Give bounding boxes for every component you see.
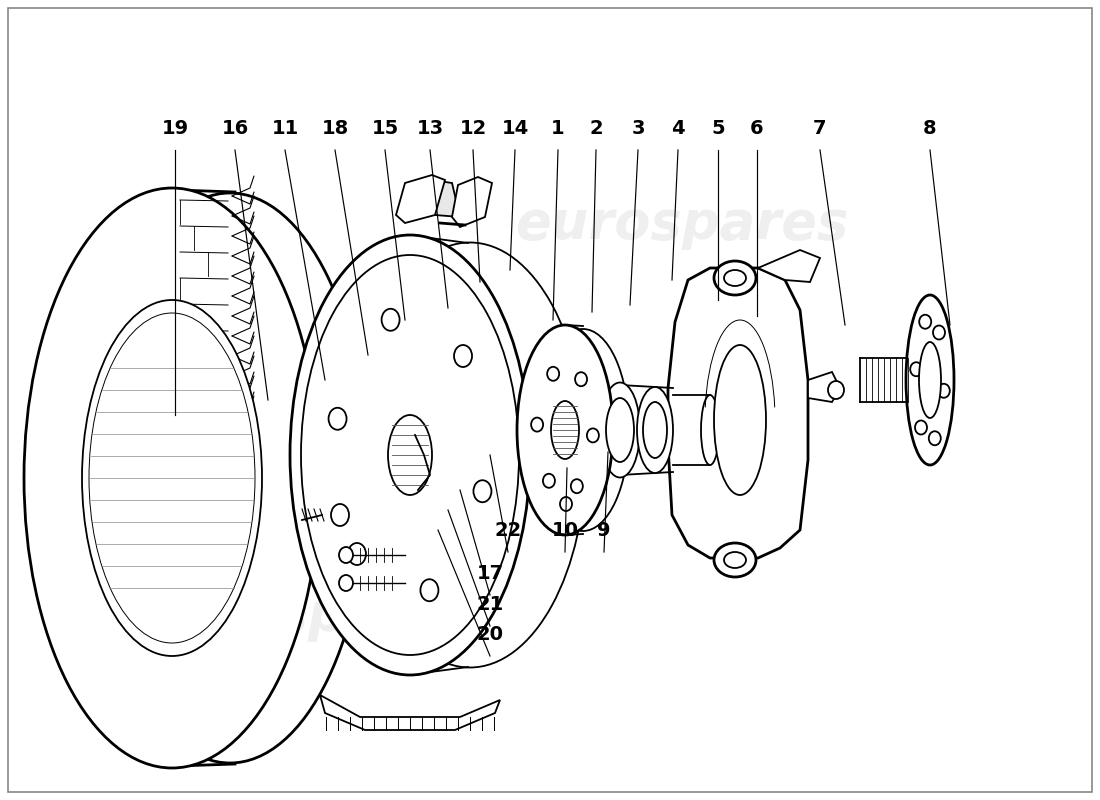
Text: 14: 14 (502, 119, 529, 138)
Ellipse shape (571, 479, 583, 493)
Ellipse shape (828, 381, 844, 399)
Ellipse shape (348, 543, 366, 565)
Ellipse shape (933, 326, 945, 339)
Text: 10: 10 (551, 521, 579, 540)
Text: 3: 3 (631, 119, 645, 138)
Ellipse shape (290, 235, 530, 675)
Ellipse shape (714, 261, 756, 295)
Ellipse shape (606, 398, 634, 462)
Ellipse shape (551, 401, 579, 459)
Ellipse shape (587, 429, 598, 442)
Ellipse shape (24, 188, 320, 768)
Polygon shape (668, 268, 808, 558)
Ellipse shape (331, 504, 349, 526)
Ellipse shape (531, 418, 543, 431)
Ellipse shape (92, 193, 368, 763)
Text: 1: 1 (551, 119, 564, 138)
Text: 19: 19 (162, 119, 188, 138)
Text: 7: 7 (813, 119, 827, 138)
Polygon shape (758, 250, 820, 282)
Ellipse shape (537, 329, 629, 531)
Ellipse shape (637, 387, 673, 473)
Text: 4: 4 (671, 119, 685, 138)
Text: 8: 8 (923, 119, 937, 138)
Ellipse shape (82, 300, 262, 656)
Ellipse shape (382, 309, 399, 330)
Text: 11: 11 (272, 119, 298, 138)
Ellipse shape (547, 367, 559, 381)
Text: 16: 16 (221, 119, 249, 138)
Ellipse shape (575, 372, 587, 386)
Text: 5: 5 (712, 119, 725, 138)
Ellipse shape (644, 402, 667, 458)
Ellipse shape (714, 345, 766, 495)
Ellipse shape (473, 480, 492, 502)
Ellipse shape (420, 579, 439, 602)
Ellipse shape (906, 295, 954, 465)
Text: 9: 9 (597, 521, 611, 540)
Text: 22: 22 (494, 521, 521, 540)
Ellipse shape (600, 382, 640, 478)
Text: 6: 6 (750, 119, 763, 138)
Text: eurospares: eurospares (141, 590, 475, 642)
Ellipse shape (454, 345, 472, 367)
Ellipse shape (560, 497, 572, 511)
Ellipse shape (339, 547, 353, 563)
Ellipse shape (918, 342, 940, 418)
Text: eurospares: eurospares (515, 198, 849, 250)
Polygon shape (808, 372, 840, 402)
Polygon shape (396, 175, 446, 223)
Ellipse shape (517, 325, 613, 535)
Ellipse shape (543, 474, 554, 488)
Ellipse shape (301, 255, 519, 655)
Polygon shape (432, 180, 460, 217)
Text: 12: 12 (460, 119, 486, 138)
Ellipse shape (329, 408, 346, 430)
Ellipse shape (701, 395, 719, 465)
Ellipse shape (928, 431, 940, 446)
Ellipse shape (724, 552, 746, 568)
Ellipse shape (89, 313, 255, 643)
Ellipse shape (339, 575, 353, 591)
Ellipse shape (388, 415, 432, 495)
Ellipse shape (910, 362, 922, 376)
Ellipse shape (354, 242, 586, 667)
Ellipse shape (915, 421, 927, 434)
Text: 17: 17 (476, 564, 504, 583)
Text: 2: 2 (590, 119, 603, 138)
Ellipse shape (938, 384, 949, 398)
Polygon shape (320, 695, 500, 730)
Polygon shape (452, 177, 492, 227)
Text: 21: 21 (476, 595, 504, 614)
Text: 20: 20 (476, 625, 504, 644)
Ellipse shape (724, 270, 746, 286)
Ellipse shape (920, 314, 932, 329)
Text: 18: 18 (321, 119, 349, 138)
Ellipse shape (714, 543, 756, 577)
Text: 15: 15 (372, 119, 398, 138)
Text: 13: 13 (417, 119, 443, 138)
